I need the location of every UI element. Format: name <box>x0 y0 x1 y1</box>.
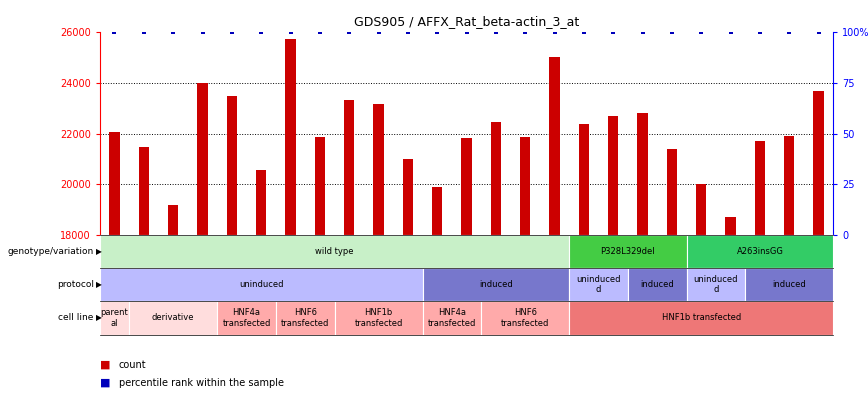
Title: GDS905 / AFFX_Rat_beta-actin_3_at: GDS905 / AFFX_Rat_beta-actin_3_at <box>354 15 579 28</box>
Bar <box>755 141 765 235</box>
Text: percentile rank within the sample: percentile rank within the sample <box>119 378 284 388</box>
Text: induced: induced <box>479 280 513 289</box>
Text: HNF6
transfected: HNF6 transfected <box>281 308 329 328</box>
Point <box>635 29 649 36</box>
Point <box>401 29 415 36</box>
Point <box>431 29 444 36</box>
Point <box>782 29 796 36</box>
Point <box>254 29 268 36</box>
Bar <box>579 124 589 235</box>
Text: derivative: derivative <box>152 313 194 322</box>
Bar <box>286 40 296 235</box>
Bar <box>227 96 237 235</box>
Bar <box>432 188 443 235</box>
Text: wild type: wild type <box>315 247 354 256</box>
Text: uninduced: uninduced <box>239 280 284 289</box>
Bar <box>197 83 207 235</box>
Text: uninduced
d: uninduced d <box>694 275 738 294</box>
Text: ▶: ▶ <box>96 313 102 322</box>
Bar <box>462 138 471 235</box>
Point <box>137 29 151 36</box>
Bar <box>549 58 560 235</box>
Point <box>166 29 180 36</box>
Point <box>459 29 473 36</box>
Bar <box>256 170 266 235</box>
Text: count: count <box>119 360 147 370</box>
Point <box>812 29 825 36</box>
Point <box>577 29 591 36</box>
Point <box>284 29 298 36</box>
Bar <box>696 184 707 235</box>
Point <box>372 29 385 36</box>
Text: parent
al: parent al <box>101 308 128 328</box>
Bar <box>637 113 648 235</box>
Text: HNF4a
transfected: HNF4a transfected <box>222 308 271 328</box>
Text: genotype/variation: genotype/variation <box>8 247 94 256</box>
Text: induced: induced <box>773 280 806 289</box>
Text: HNF1b transfected: HNF1b transfected <box>661 313 741 322</box>
Bar <box>315 137 325 235</box>
Bar <box>608 116 618 235</box>
Text: HNF6
transfected: HNF6 transfected <box>501 308 549 328</box>
Bar <box>373 104 384 235</box>
Text: ■: ■ <box>100 378 110 388</box>
Bar <box>403 160 413 235</box>
Text: cell line: cell line <box>58 313 94 322</box>
Text: HNF4a
transfected: HNF4a transfected <box>428 308 476 328</box>
Point <box>195 29 209 36</box>
Bar <box>726 217 736 235</box>
Point <box>606 29 620 36</box>
Text: ▶: ▶ <box>96 247 102 256</box>
Point <box>724 29 738 36</box>
Point <box>665 29 679 36</box>
Text: A263insGG: A263insGG <box>736 247 784 256</box>
Point <box>518 29 532 36</box>
Bar <box>490 122 501 235</box>
Point <box>694 29 708 36</box>
Point <box>548 29 562 36</box>
Text: induced: induced <box>641 280 674 289</box>
Bar <box>109 132 120 235</box>
Text: ■: ■ <box>100 360 110 370</box>
Bar <box>813 91 824 235</box>
Bar <box>344 100 354 235</box>
Text: ▶: ▶ <box>96 280 102 289</box>
Text: uninduced
d: uninduced d <box>576 275 621 294</box>
Bar <box>139 147 149 235</box>
Point <box>753 29 766 36</box>
Bar <box>667 149 677 235</box>
Point <box>225 29 239 36</box>
Point <box>108 29 122 36</box>
Bar <box>784 136 794 235</box>
Text: protocol: protocol <box>56 280 94 289</box>
Point <box>312 29 326 36</box>
Text: P328L329del: P328L329del <box>601 247 655 256</box>
Text: HNF1b
transfected: HNF1b transfected <box>354 308 403 328</box>
Bar <box>520 137 530 235</box>
Bar <box>168 205 178 235</box>
Point <box>489 29 503 36</box>
Point <box>342 29 356 36</box>
